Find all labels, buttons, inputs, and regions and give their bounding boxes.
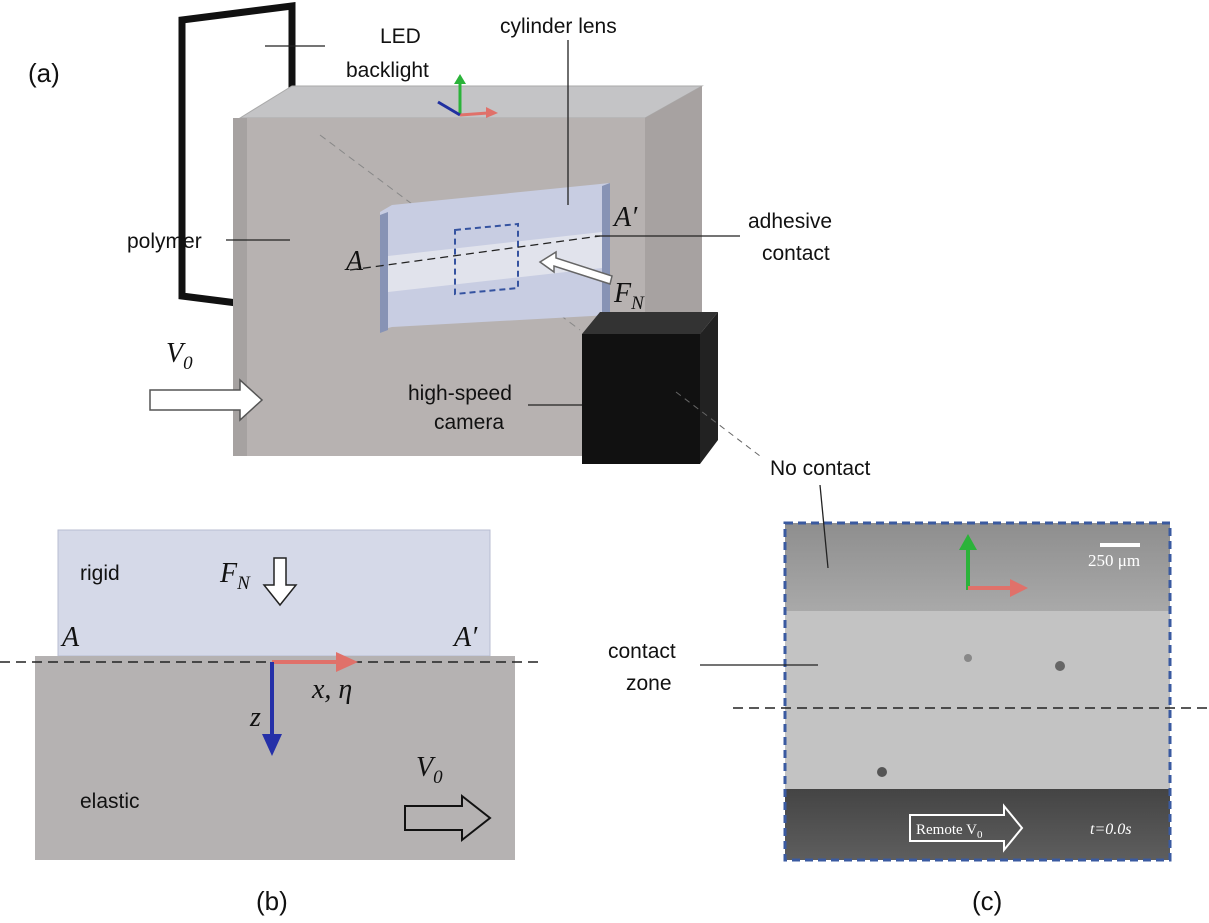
label: z bbox=[249, 702, 261, 733]
label: zone bbox=[626, 672, 672, 695]
panel-label: (c) bbox=[972, 886, 1002, 916]
label: V0 bbox=[166, 338, 193, 374]
velocity-arrow bbox=[150, 380, 262, 420]
label: polymer bbox=[127, 230, 202, 253]
camera-top bbox=[582, 312, 718, 334]
lens-edge bbox=[602, 183, 610, 318]
particle bbox=[964, 654, 972, 662]
panel-label: (b) bbox=[256, 886, 288, 916]
label: camera bbox=[434, 411, 504, 434]
label: backlight bbox=[346, 59, 429, 82]
subscript: 0 bbox=[433, 767, 443, 788]
camera bbox=[582, 334, 700, 464]
subscript: 0 bbox=[977, 829, 983, 841]
label: elastic bbox=[80, 790, 140, 813]
symbol: F bbox=[219, 558, 238, 589]
scale-label: 250 μm bbox=[1088, 551, 1140, 570]
panel-label: (a) bbox=[28, 58, 60, 88]
particle bbox=[1055, 661, 1065, 671]
label: A′ bbox=[452, 622, 478, 653]
label: A′ bbox=[612, 202, 638, 233]
label: cylinder lens bbox=[500, 15, 617, 38]
label: adhesive bbox=[748, 210, 832, 233]
subscript: N bbox=[236, 573, 251, 594]
axis-arrow bbox=[454, 74, 466, 84]
axis-arrow bbox=[460, 113, 488, 115]
figure: (a) LED backlight cylinder lens polymer bbox=[0, 0, 1209, 923]
label: x, η bbox=[311, 674, 352, 705]
label: LED bbox=[380, 25, 421, 48]
particle bbox=[877, 767, 887, 777]
contact-band bbox=[785, 611, 1170, 791]
lens-edge bbox=[380, 212, 388, 333]
label: A bbox=[344, 246, 364, 277]
label: A bbox=[60, 622, 80, 653]
label: contact bbox=[762, 242, 830, 265]
symbol: F bbox=[613, 278, 632, 309]
time-label: t=0.0s bbox=[1090, 821, 1131, 838]
panel-b: rigid FN A A′ x, η z elastic V0 (b) bbox=[0, 530, 543, 916]
panel-c: 250 μm Remote V0 t=0.0s contact zone (c) bbox=[608, 485, 1209, 916]
label: No contact bbox=[770, 457, 871, 480]
subscript: N bbox=[630, 293, 645, 314]
panel-a: (a) LED backlight cylinder lens polymer bbox=[28, 6, 871, 480]
label: rigid bbox=[80, 562, 120, 585]
label: high-speed bbox=[408, 382, 512, 405]
text: Remote V bbox=[916, 822, 977, 838]
camera-side bbox=[700, 312, 718, 464]
subscript: 0 bbox=[183, 353, 193, 374]
label: contact bbox=[608, 640, 676, 663]
